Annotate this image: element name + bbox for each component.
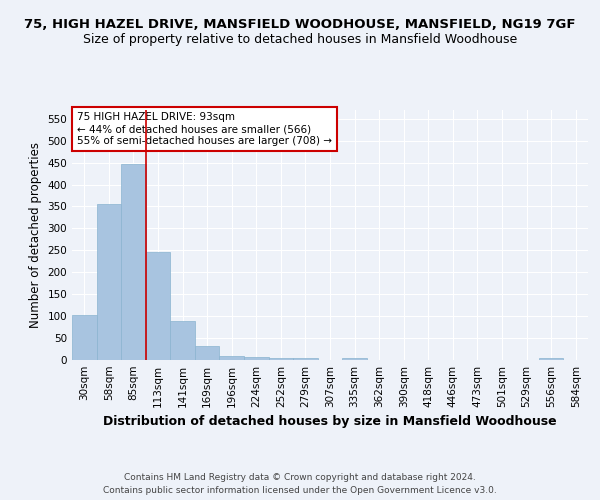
Bar <box>195 346 220 360</box>
Bar <box>244 358 269 360</box>
X-axis label: Distribution of detached houses by size in Mansfield Woodhouse: Distribution of detached houses by size … <box>103 416 557 428</box>
Text: 75 HIGH HAZEL DRIVE: 93sqm
← 44% of detached houses are smaller (566)
55% of sem: 75 HIGH HAZEL DRIVE: 93sqm ← 44% of deta… <box>77 112 332 146</box>
Bar <box>293 358 318 360</box>
Bar <box>121 164 146 360</box>
Text: Size of property relative to detached houses in Mansfield Woodhouse: Size of property relative to detached ho… <box>83 32 517 46</box>
Bar <box>170 322 195 360</box>
Bar <box>72 315 97 360</box>
Bar <box>342 358 367 360</box>
Bar <box>539 358 563 360</box>
Bar <box>146 252 170 360</box>
Y-axis label: Number of detached properties: Number of detached properties <box>29 142 42 328</box>
Bar <box>220 356 244 360</box>
Text: 75, HIGH HAZEL DRIVE, MANSFIELD WOODHOUSE, MANSFIELD, NG19 7GF: 75, HIGH HAZEL DRIVE, MANSFIELD WOODHOUS… <box>24 18 576 30</box>
Text: Contains HM Land Registry data © Crown copyright and database right 2024.
Contai: Contains HM Land Registry data © Crown c… <box>103 473 497 495</box>
Bar <box>269 358 293 360</box>
Bar <box>97 204 121 360</box>
